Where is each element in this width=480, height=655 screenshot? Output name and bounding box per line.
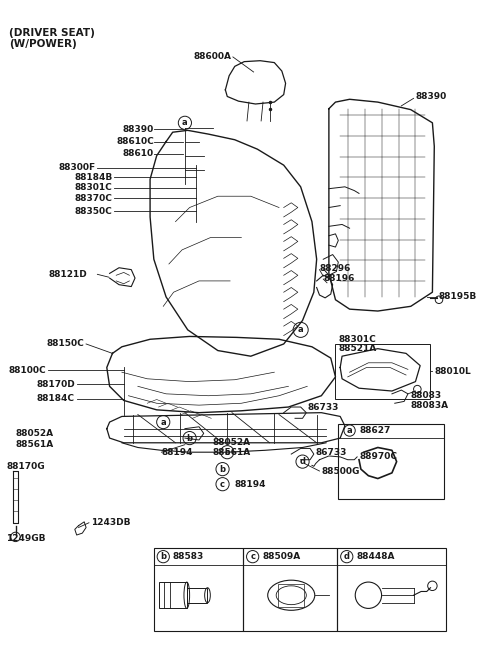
Text: 88500G: 88500G — [321, 466, 360, 476]
Text: 88194: 88194 — [161, 448, 193, 457]
Text: 88184B: 88184B — [74, 173, 112, 182]
Text: 88300F: 88300F — [59, 164, 96, 172]
Text: c: c — [250, 552, 255, 561]
Text: 88010L: 88010L — [434, 367, 471, 376]
Text: 88100C: 88100C — [9, 366, 47, 375]
Text: 88052A: 88052A — [15, 429, 54, 438]
Text: c: c — [225, 448, 230, 457]
Text: (DRIVER SEAT): (DRIVER SEAT) — [9, 28, 95, 39]
Text: 88150C: 88150C — [47, 339, 84, 348]
Text: 88296: 88296 — [320, 264, 351, 273]
Text: 88052A: 88052A — [212, 438, 250, 447]
Text: 88521A: 88521A — [338, 344, 376, 353]
Text: 88301C: 88301C — [75, 183, 112, 193]
Text: 88390: 88390 — [416, 92, 447, 101]
Text: 88390: 88390 — [122, 125, 154, 134]
Text: 88170D: 88170D — [36, 380, 75, 389]
Text: 88509A: 88509A — [262, 552, 300, 561]
Text: 88196: 88196 — [323, 274, 355, 282]
Text: (W/POWER): (W/POWER) — [9, 39, 77, 48]
Text: 88083A: 88083A — [411, 401, 449, 409]
Text: b: b — [187, 434, 192, 443]
Text: 88970C: 88970C — [359, 453, 397, 461]
Text: d: d — [300, 457, 306, 466]
Text: 1249GB: 1249GB — [6, 534, 46, 543]
Text: 88083: 88083 — [411, 391, 442, 400]
Text: b: b — [219, 464, 226, 474]
Text: 88121D: 88121D — [48, 270, 87, 279]
Text: 88583: 88583 — [173, 552, 204, 561]
Text: 88301C: 88301C — [338, 335, 376, 344]
Text: 88610: 88610 — [123, 149, 154, 159]
Text: 88195B: 88195B — [439, 292, 477, 301]
Text: 1243DB: 1243DB — [91, 518, 130, 527]
Text: 88170G: 88170G — [6, 462, 45, 471]
Text: 88600A: 88600A — [194, 52, 232, 62]
Text: 88194: 88194 — [235, 479, 266, 489]
Text: 88184C: 88184C — [37, 394, 75, 403]
Text: 86733: 86733 — [307, 403, 338, 411]
Text: a: a — [182, 119, 188, 127]
Text: 88627: 88627 — [359, 426, 390, 435]
Text: 88350C: 88350C — [75, 207, 112, 215]
Text: a: a — [347, 426, 352, 435]
Text: 88610C: 88610C — [116, 137, 154, 146]
Text: 86733: 86733 — [316, 448, 347, 457]
Text: d: d — [344, 552, 350, 561]
Text: a: a — [160, 418, 166, 426]
Text: c: c — [220, 479, 225, 489]
Text: b: b — [160, 552, 166, 561]
Text: a: a — [298, 326, 303, 334]
Text: 88561A: 88561A — [15, 440, 54, 449]
Text: 88370C: 88370C — [74, 194, 112, 202]
Text: 88448A: 88448A — [356, 552, 395, 561]
Text: 88561A: 88561A — [212, 448, 251, 457]
